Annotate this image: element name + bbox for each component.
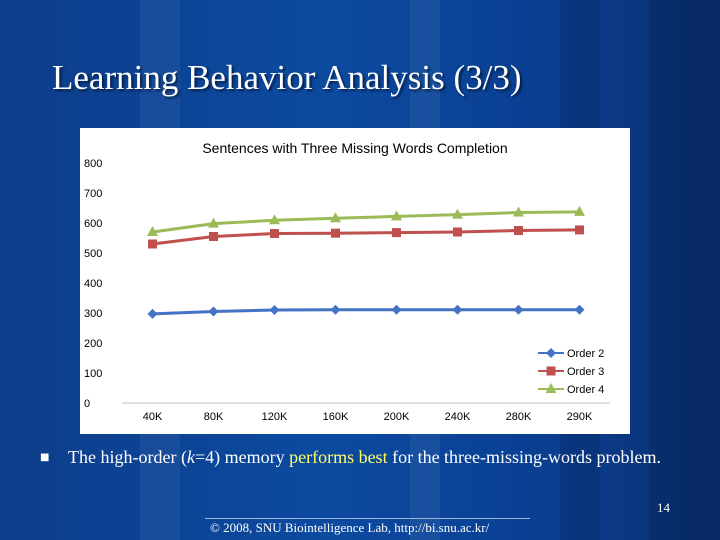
y-axis-ticks: 0 100 200 300 400 500 600 700 800 — [84, 158, 102, 410]
y-tick-label: 200 — [84, 338, 102, 350]
bullet-text: The high-order (k=4) memory performs bes… — [68, 446, 678, 469]
x-tick-label: 80K — [204, 411, 224, 423]
footer-copyright: © 2008, SNU Biointelligence Lab, http://… — [210, 520, 490, 535]
legend-item: Order 4 — [538, 383, 604, 396]
x-axis-ticks: 40K 80K 120K 160K 200K 240K 280K 290K — [143, 411, 593, 423]
x-tick-label: 160K — [323, 411, 349, 423]
legend-label: Order 3 — [567, 366, 604, 378]
x-tick-label: 290K — [567, 411, 593, 423]
legend-label: Order 4 — [567, 384, 604, 396]
legend-marker — [546, 366, 556, 376]
data-point — [208, 306, 219, 317]
data-point — [330, 212, 341, 223]
x-tick-label: 240K — [445, 411, 471, 423]
bullet-icon: ■ — [40, 452, 50, 463]
data-point — [575, 225, 584, 235]
data-point — [391, 210, 402, 221]
legend-marker — [546, 348, 556, 358]
data-point — [147, 226, 158, 236]
data-point — [330, 304, 341, 315]
data-point — [269, 214, 280, 225]
data-point — [147, 308, 158, 319]
bullet-text-k: k — [186, 447, 195, 467]
data-point — [574, 304, 585, 315]
series-line — [152, 308, 580, 316]
x-tick-label: 120K — [262, 411, 288, 423]
y-tick-label: 0 — [84, 398, 90, 410]
bullet-text-post: for the three-missing-words problem. — [387, 447, 662, 467]
series-order-4 — [147, 205, 585, 236]
background-band-4 — [650, 0, 720, 540]
data-point — [269, 305, 280, 315]
series-lines — [147, 205, 585, 319]
series-order-2 — [147, 304, 585, 319]
y-tick-label: 500 — [84, 248, 102, 260]
data-point — [514, 226, 523, 235]
legend-label: Order 2 — [567, 348, 604, 360]
y-tick-label: 800 — [84, 158, 102, 170]
series-order-3 — [148, 225, 584, 249]
data-point — [392, 228, 401, 238]
legend-item: Order 3 — [538, 366, 604, 378]
data-point — [452, 304, 463, 315]
series-line — [152, 210, 580, 234]
data-point — [513, 206, 524, 217]
x-tick-label: 200K — [384, 411, 410, 423]
data-point — [148, 239, 157, 249]
data-point — [208, 217, 219, 228]
chart-title: Sentences with Three Missing Words Compl… — [202, 140, 507, 156]
bullet-text-pre: The high-order ( — [68, 447, 187, 467]
bullet-text-highlight: performs best — [289, 447, 388, 467]
data-point — [270, 229, 279, 238]
y-tick-label: 300 — [84, 308, 102, 320]
data-point — [452, 208, 463, 219]
data-point — [391, 304, 402, 315]
line-chart: Sentences with Three Missing Words Compl… — [84, 140, 610, 423]
y-tick-label: 100 — [84, 368, 102, 380]
footer-divider — [205, 518, 530, 519]
legend-marker — [545, 383, 557, 393]
legend-item: Order 2 — [538, 348, 604, 360]
y-tick-label: 400 — [84, 278, 102, 290]
page-number: 14 — [657, 500, 670, 515]
chart-legend: Order 2 Order 3 Order 4 — [538, 348, 604, 396]
y-tick-label: 600 — [84, 218, 102, 230]
data-point — [513, 304, 524, 315]
data-point — [574, 205, 585, 216]
bullet-text-mid: =4) memory — [194, 447, 290, 467]
data-point — [453, 227, 462, 237]
x-tick-label: 280K — [506, 411, 532, 423]
data-point — [209, 232, 218, 241]
y-tick-label: 700 — [84, 188, 102, 200]
data-point — [331, 228, 340, 238]
slide-title: Learning Behavior Analysis (3/3) — [52, 58, 522, 97]
series-line — [152, 228, 580, 246]
chart-panel: Sentences with Three Missing Words Compl… — [80, 128, 630, 434]
x-tick-label: 40K — [143, 411, 163, 423]
